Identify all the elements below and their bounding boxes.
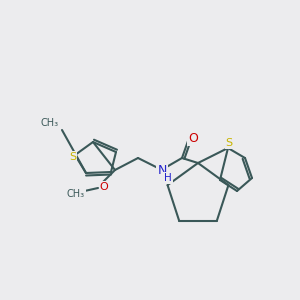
Text: CH₃: CH₃ (67, 189, 85, 199)
Text: methoxy: methoxy (69, 196, 75, 198)
Text: S: S (69, 152, 76, 162)
Text: H: H (164, 173, 172, 183)
Text: N: N (157, 164, 167, 176)
Text: O: O (188, 131, 198, 145)
Text: S: S (225, 138, 233, 148)
Text: CH₃: CH₃ (41, 118, 59, 128)
Text: O: O (100, 182, 108, 192)
